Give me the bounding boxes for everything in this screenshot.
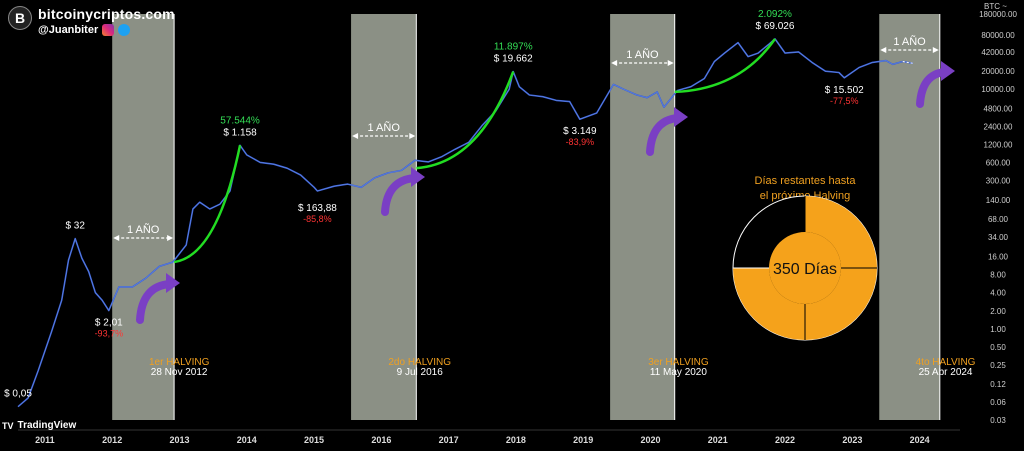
gain-label: 2.092% xyxy=(758,9,792,20)
x-tick-label: 2016 xyxy=(371,435,391,445)
y-tick-label: 0.12 xyxy=(990,380,1006,389)
y-tick-label: 4800.00 xyxy=(984,104,1013,113)
projection-line xyxy=(902,61,913,64)
halving-band xyxy=(112,14,175,420)
gain-label: 57.544% xyxy=(220,115,260,126)
drawdown-label: -85,8% xyxy=(303,214,332,224)
currency-label: BTC ~ xyxy=(984,2,1007,11)
growth-curve xyxy=(416,71,515,170)
halving-label: 1er HALVING xyxy=(149,357,210,368)
x-tick-label: 2015 xyxy=(304,435,324,445)
y-tick-label: 4.00 xyxy=(990,289,1006,298)
purple-arrow-head-icon xyxy=(411,167,425,187)
tradingview-watermark: TV TradingView xyxy=(2,420,76,431)
y-tick-label: 1.00 xyxy=(990,325,1006,334)
price-label: $ 2,01 xyxy=(95,318,123,329)
y-tick-label: 68.00 xyxy=(988,215,1009,224)
halving-band xyxy=(610,14,675,420)
x-tick-label: 2018 xyxy=(506,435,526,445)
x-tick-label: 2014 xyxy=(237,435,257,445)
price-label: $ 1.158 xyxy=(223,127,257,138)
price-label: $ 163,88 xyxy=(298,203,337,214)
countdown-title-line1: Días restantes hasta xyxy=(755,175,857,187)
x-tick-label: 2023 xyxy=(842,435,862,445)
y-tick-label: 80000.00 xyxy=(981,31,1015,40)
x-tick-label: 2020 xyxy=(640,435,660,445)
x-tick-label: 2011 xyxy=(35,435,55,445)
purple-arrow-head-icon xyxy=(674,107,688,127)
donut-center xyxy=(769,232,841,304)
y-tick-label: 20000.00 xyxy=(981,67,1015,76)
y-tick-label: 0.50 xyxy=(990,343,1006,352)
tradingview-label: TradingView xyxy=(17,420,77,431)
period-arrow-heads xyxy=(113,235,174,241)
period-label: 1 AÑO xyxy=(626,48,659,61)
tradingview-logo-icon: TV xyxy=(2,420,14,431)
price-label: $ 0,05 xyxy=(4,389,32,400)
countdown-value: 350 Días xyxy=(773,261,837,278)
y-tick-label: 2400.00 xyxy=(984,122,1013,131)
purple-arrow-icon xyxy=(646,114,682,156)
price-label: $ 19.662 xyxy=(494,54,533,65)
x-tick-label: 2013 xyxy=(169,435,189,445)
brand-handle-row: @Juanbiter xyxy=(38,24,175,36)
drawdown-label: -77,5% xyxy=(830,96,859,106)
y-tick-label: 140.00 xyxy=(986,196,1011,205)
halving-date: 28 Nov 2012 xyxy=(151,367,208,378)
drawdown-label: -93,7% xyxy=(95,329,124,339)
growth-curve xyxy=(173,145,242,264)
y-tick-label: 16.00 xyxy=(988,253,1009,262)
growth-curve xyxy=(674,38,776,94)
period-label: 1 AÑO xyxy=(893,35,926,48)
x-tick-label: 2022 xyxy=(775,435,795,445)
purple-arrow-head-icon xyxy=(941,61,955,81)
brand-header: B bitcoinycriptos.com @Juanbiter xyxy=(8,6,175,36)
halving-date: 11 May 2020 xyxy=(650,367,708,378)
donut-remaining-arc xyxy=(733,196,877,340)
y-tick-label: 600.00 xyxy=(986,158,1011,167)
purple-arrow-head-icon xyxy=(166,273,180,293)
bitcoin-logo-icon: B xyxy=(8,6,32,30)
y-tick-label: 0.06 xyxy=(990,398,1006,407)
purple-arrow-icon xyxy=(381,174,419,216)
brand-title: bitcoinycriptos.com xyxy=(38,6,175,22)
halving-date: 25 Abr 2024 xyxy=(919,367,973,378)
halving-label: 3er HALVING xyxy=(648,357,709,368)
y-tick-label: 2.00 xyxy=(990,307,1006,316)
x-tick-label: 2017 xyxy=(439,435,459,445)
y-tick-label: 0.25 xyxy=(990,361,1006,370)
x-tick-label: 2012 xyxy=(102,435,122,445)
price-label: $ 3.149 xyxy=(563,126,597,137)
instagram-icon[interactable] xyxy=(102,24,115,36)
y-tick-label: 42000.00 xyxy=(981,48,1015,57)
price-series-highlight xyxy=(17,38,903,407)
price-label: $ 69.026 xyxy=(755,21,794,32)
x-tick-label: 2024 xyxy=(910,435,930,445)
y-tick-label: 300.00 xyxy=(986,176,1011,185)
period-label: 1 AÑO xyxy=(127,223,160,236)
twitter-icon[interactable] xyxy=(118,24,131,36)
x-tick-label: 2019 xyxy=(573,435,593,445)
drawdown-label: -83,9% xyxy=(566,137,595,147)
y-tick-label: 180000.00 xyxy=(979,10,1017,19)
halving-label: 4to HALVING xyxy=(916,357,976,368)
x-tick-label: 2021 xyxy=(708,435,728,445)
y-tick-label: 1200.00 xyxy=(984,140,1013,149)
brand-handle: @Juanbiter xyxy=(38,24,99,36)
halving-date: 9 Jul 2016 xyxy=(397,367,444,378)
y-tick-label: 0.03 xyxy=(990,416,1006,425)
period-arrow-heads xyxy=(880,47,939,53)
purple-arrow-icon xyxy=(136,280,174,324)
halving-band xyxy=(351,14,417,420)
price-label: $ 32 xyxy=(65,221,85,232)
gain-label: 11.897% xyxy=(494,42,533,53)
price-label: $ 15.502 xyxy=(825,85,864,96)
y-tick-label: 34.00 xyxy=(988,233,1009,242)
y-tick-label: 10000.00 xyxy=(981,85,1015,94)
y-tick-label: 8.00 xyxy=(990,271,1006,280)
halving-label: 2do HALVING xyxy=(388,357,451,368)
period-label: 1 AÑO xyxy=(367,121,400,134)
